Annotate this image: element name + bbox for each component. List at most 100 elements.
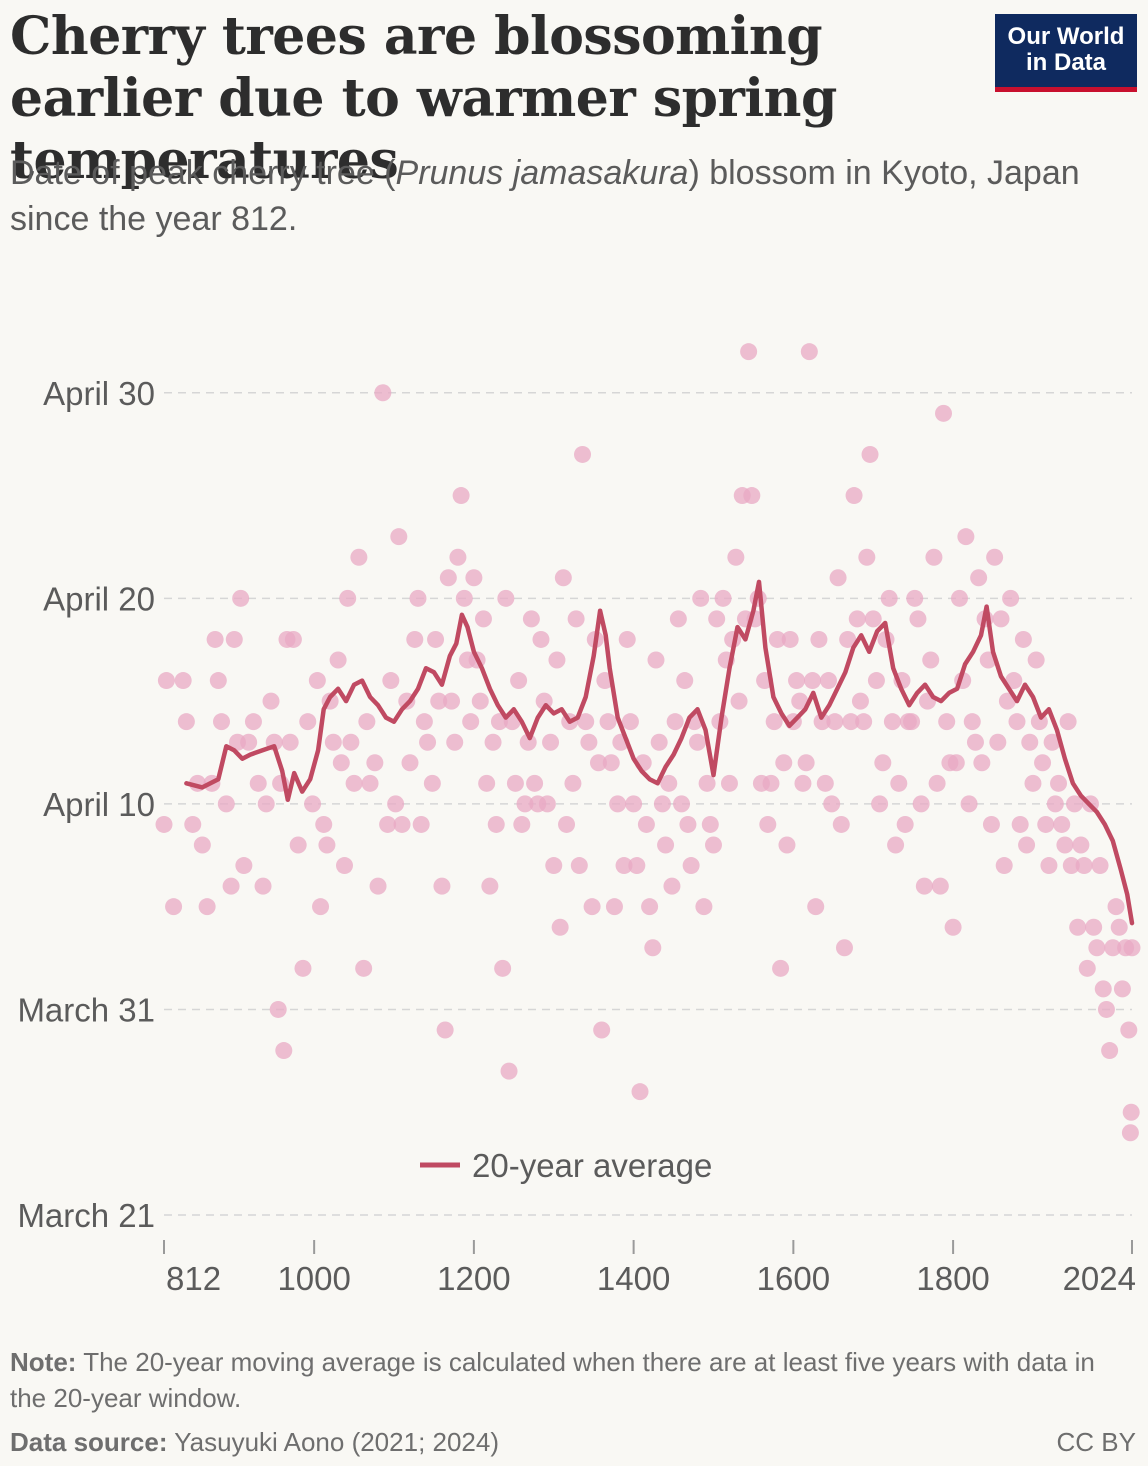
blossom-dot (177, 713, 195, 731)
blossom-dot (947, 754, 965, 772)
blossom-dot (845, 487, 863, 505)
blossom-dot (574, 445, 592, 463)
blossom-dot (989, 733, 1007, 751)
blossom-dot (369, 877, 387, 895)
blossom-dot (740, 343, 758, 361)
blossom-dot (909, 610, 927, 628)
blossom-dot (1085, 918, 1103, 936)
blossom-dot (759, 815, 777, 833)
blossom-dot (155, 815, 173, 833)
blossom-dot (890, 774, 908, 792)
blossom-dot (938, 713, 956, 731)
blossom-dot (427, 630, 445, 648)
legend-label: 20-year average (472, 1147, 712, 1184)
legend[interactable]: 20-year average (420, 1147, 712, 1184)
blossom-dot (647, 651, 665, 669)
blossom-dot (366, 754, 384, 772)
blossom-dot (510, 672, 528, 690)
blossom-dot (374, 384, 392, 402)
blossom-dot (682, 857, 700, 875)
blossom-dot (532, 630, 550, 648)
note-text: The 20-year moving average is calculated… (10, 1347, 1095, 1413)
blossom-dot (1027, 651, 1045, 669)
blossom-dot (1034, 754, 1052, 772)
subtitle-species: Prunus jamasakura (395, 154, 689, 192)
blossom-dot (379, 815, 397, 833)
blossom-dot (439, 569, 457, 587)
blossom-dot (1050, 774, 1068, 792)
blossom-dot (487, 815, 505, 833)
blossom-dot (858, 548, 876, 566)
blossom-dot (548, 651, 566, 669)
blossom-dot (871, 795, 889, 813)
blossom-dot (1018, 836, 1036, 854)
blossom-dot (567, 610, 585, 628)
average-line (184, 579, 1135, 926)
blossom-dot (714, 589, 732, 607)
blossom-dot (641, 898, 659, 916)
blossom-dot (350, 548, 368, 566)
blossom-dot (465, 569, 483, 587)
blossom-dot (551, 918, 569, 936)
logo-line-2: in Data (1025, 49, 1106, 76)
blossom-dot (883, 713, 901, 731)
blossom-dot (621, 713, 639, 731)
x-tick-label: 1200 (437, 1260, 510, 1297)
blossom-dot (484, 733, 502, 751)
blossom-dot (995, 857, 1013, 875)
blossom-dot (708, 610, 726, 628)
blossom-dot (478, 774, 496, 792)
blossom-dot (797, 754, 815, 772)
blossom-dot (698, 774, 716, 792)
owid-logo[interactable]: Our World in Data (995, 14, 1137, 92)
blossom-dot (232, 589, 250, 607)
blossom-dot (676, 672, 694, 690)
blossom-dot (506, 774, 524, 792)
subtitle-text-end: ) blossom in Kyoto, Japan since the year… (10, 154, 1080, 238)
blossom-dot (336, 857, 354, 875)
chart-title: Cherry trees are blossoming earlier due … (10, 6, 837, 191)
blossom-dot (1123, 939, 1141, 957)
blossom-dot (206, 630, 224, 648)
blossom-dot (835, 939, 853, 957)
blossom-dot (810, 630, 828, 648)
blossom-dot (982, 815, 1000, 833)
blossom-dot (762, 774, 780, 792)
license-link[interactable]: CC BY (1056, 1427, 1136, 1457)
blossom-dot (209, 672, 227, 690)
blossom-dot (262, 692, 280, 710)
blossom-dot (519, 733, 537, 751)
blossom-dot (225, 630, 243, 648)
blossom-dot (727, 548, 745, 566)
blossom-dot (804, 672, 822, 690)
average-line-group (184, 579, 1135, 926)
blossom-dot (213, 713, 231, 731)
blossom-dot (1121, 1124, 1139, 1142)
blossom-dot (931, 877, 949, 895)
blossom-dot (1104, 939, 1122, 957)
blossom-dot (960, 795, 978, 813)
blossom-dot (390, 528, 408, 546)
blossom-dot (452, 487, 470, 505)
blossom-dot (284, 630, 302, 648)
blossom-dot (966, 733, 984, 751)
blossom-dot (832, 815, 850, 833)
blossom-dot (254, 877, 272, 895)
blossom-dot (318, 836, 336, 854)
note-label: Note: (10, 1347, 77, 1377)
blossom-dot (564, 774, 582, 792)
blossom-dot (1046, 795, 1064, 813)
blossom-dot (558, 815, 576, 833)
blossom-dot (430, 692, 448, 710)
blossom-dot (240, 733, 258, 751)
blossom-dot (880, 589, 898, 607)
blossom-dot (1069, 918, 1087, 936)
blossom-dot (1062, 857, 1080, 875)
blossom-dot (304, 795, 322, 813)
blossom-dot (329, 651, 347, 669)
blossom-dot (794, 774, 812, 792)
blossom-dot (906, 589, 924, 607)
blossom-dot (324, 733, 342, 751)
blossom-dot (1091, 857, 1109, 875)
blossom-dot (1094, 980, 1112, 998)
